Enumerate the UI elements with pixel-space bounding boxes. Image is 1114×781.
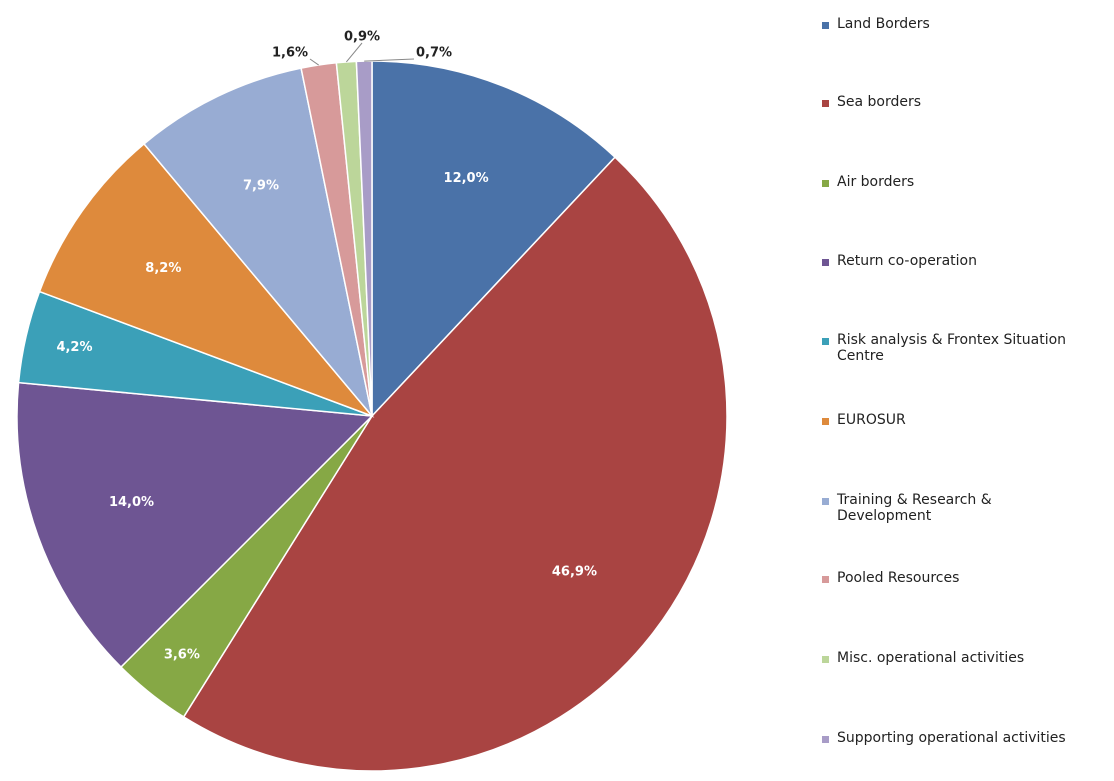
legend-label: Sea borders xyxy=(837,94,922,110)
legend-item: EUROSUR xyxy=(822,412,1084,428)
leader-line xyxy=(364,58,415,62)
data-label: 3,6% xyxy=(164,647,200,662)
legend-label: Supporting operational activities xyxy=(837,730,1066,746)
pie-slice xyxy=(142,67,373,417)
data-label: 0,7% xyxy=(416,46,452,61)
leader-line xyxy=(345,42,363,63)
pie-slice xyxy=(38,142,375,418)
data-label: 4,2% xyxy=(56,340,92,355)
legend-label: Air borders xyxy=(837,174,915,190)
data-label: 8,2% xyxy=(145,261,181,276)
legend-swatch xyxy=(822,180,829,187)
legend-item: Sea borders xyxy=(822,94,1084,110)
legend-item: Training & Research & Development xyxy=(822,492,1084,524)
data-label: 0,9% xyxy=(344,30,380,45)
legend-swatch xyxy=(822,576,829,583)
legend-item: Return co-operation xyxy=(822,253,1084,269)
legend-swatch xyxy=(822,418,829,425)
legend-swatch xyxy=(822,259,829,266)
legend-item: Risk analysis & Frontex Situation Centre xyxy=(822,332,1084,364)
legend-item: Misc. operational activities xyxy=(822,650,1084,666)
legend-label: Training & Research & Development xyxy=(837,492,992,524)
legend-label: Risk analysis & Frontex Situation Centre xyxy=(837,332,1067,364)
legend-label: Return co-operation xyxy=(837,253,977,269)
legend-swatch xyxy=(822,338,829,345)
legend-label: Pooled Resources xyxy=(837,570,960,586)
legend-item: Air borders xyxy=(822,174,1084,190)
pie-area: 12,0% 46,9% 3,6% 14,0% 4,2% 8,2% 7,9% 1,6% 0,9% 0… xyxy=(16,30,728,772)
data-label: 1,6% xyxy=(272,46,308,61)
data-label: 7,9% xyxy=(243,178,279,193)
legend-item: Land Borders xyxy=(822,16,1084,32)
legend-swatch xyxy=(822,736,829,743)
legend-item: Supporting operational activities xyxy=(822,730,1084,746)
legend-item: Pooled Resources xyxy=(822,570,1084,586)
data-label: 14,0% xyxy=(109,495,154,510)
data-label: 46,9% xyxy=(552,565,597,580)
legend-label: EUROSUR xyxy=(837,412,906,428)
legend-swatch xyxy=(822,498,829,505)
data-label: 12,0% xyxy=(444,171,489,186)
legend-label: Land Borders xyxy=(837,16,930,32)
pie-slice xyxy=(16,381,374,669)
legend-swatch xyxy=(822,100,829,107)
pie-slice xyxy=(182,156,728,772)
pie-slice xyxy=(371,60,617,418)
legend-label: Misc. operational activities xyxy=(837,650,1025,666)
legend-swatch xyxy=(822,656,829,663)
leader-line xyxy=(309,58,319,66)
legend-swatch xyxy=(822,22,829,29)
